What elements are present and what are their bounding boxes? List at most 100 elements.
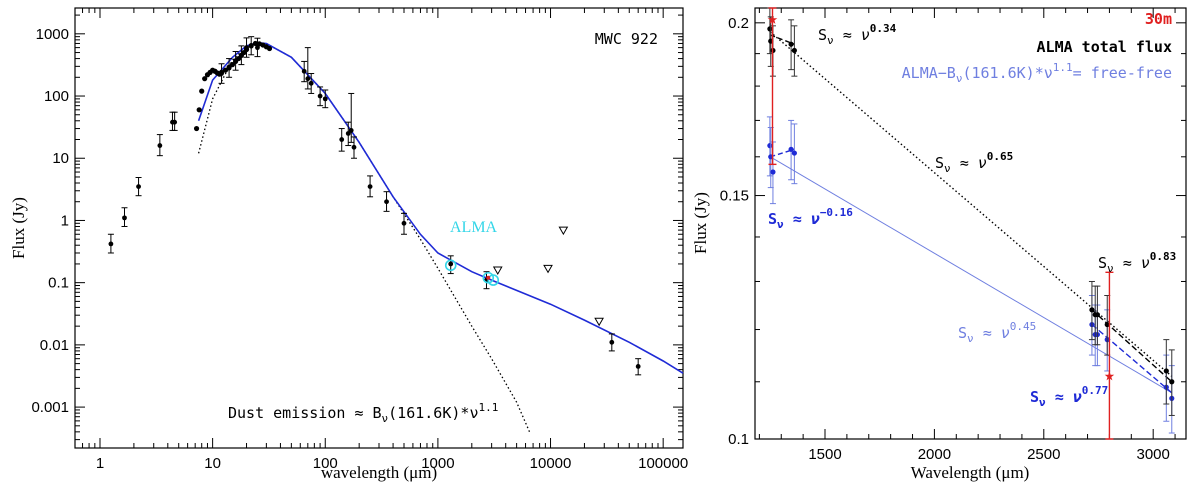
right-ticks: 1500 2000 2500 3000 0.1 0.15 0.2	[720, 8, 1186, 463]
red-30m-star	[767, 14, 778, 24]
dust-label-args: (161.6K)*	[388, 404, 469, 422]
right-y-tick-label: 0.2	[728, 15, 749, 32]
alma-point	[444, 259, 457, 272]
upper-limit-marker	[594, 317, 604, 327]
right-y-axis-title: Flux (Jy)	[691, 192, 710, 254]
total-flux-point	[1089, 307, 1095, 313]
alma-point	[487, 274, 500, 286]
photometry-point	[172, 119, 178, 125]
left-x-tick-label: 100000	[638, 455, 688, 472]
label-s-083: Sν ≈ ν0.83	[1098, 250, 1176, 275]
legend-ff-exp: 1.1	[1053, 61, 1073, 74]
left-plot-frame	[74, 7, 684, 449]
photometry-point	[136, 184, 141, 190]
total-flux-point	[1094, 312, 1100, 318]
left-y-tick-label: 0.1	[48, 275, 69, 292]
fit-freefree-short-line	[770, 148, 795, 158]
spectrum-point	[202, 76, 208, 82]
photometry-point	[301, 68, 307, 74]
dust-label-text: Dust emission ≈ B	[228, 404, 382, 422]
legend-ff-nu: ν	[956, 72, 963, 85]
freefree-point	[770, 169, 776, 175]
photometry-point	[348, 128, 354, 133]
photometry-point	[351, 144, 357, 150]
label-s-034: Sν ≈ ν0.34	[818, 22, 897, 47]
left-curves	[197, 41, 684, 433]
dust-emission-curve	[197, 42, 531, 433]
freefree-point	[791, 150, 797, 156]
photometry-point	[157, 143, 163, 148]
photometry-point	[305, 76, 311, 82]
photometry-point	[317, 93, 323, 99]
right-points	[766, 7, 1175, 440]
left-chart-title: MWC 922	[595, 30, 658, 48]
dust-label-exp: 1.1	[478, 401, 498, 414]
total-flux-point	[1169, 379, 1175, 385]
total-flux-point	[788, 41, 794, 47]
photometry-point	[226, 65, 232, 71]
photometry-point	[244, 45, 249, 51]
right-x-tick-label: 3000	[1136, 446, 1169, 463]
right-y-tick-label: 0.1	[728, 431, 749, 448]
photometry-point	[448, 261, 454, 267]
freefree-point	[788, 146, 794, 152]
right-panel: 1500 2000 2500 3000 0.1 0.15 0.2 Flux (Jy) Wav…	[691, 7, 1187, 482]
left-panel: 1 10 100 1000 10000 100000 0.001 0.01 0.1 1 10 100 1…	[9, 7, 688, 482]
left-x-tick-label: 10	[204, 455, 221, 472]
total-flux-point	[791, 47, 797, 54]
fit-total-short-line	[770, 34, 795, 45]
right-x-tick-label: 1500	[808, 446, 841, 463]
legend-ff-b: (161.6K)*	[962, 64, 1043, 82]
fit-freefree-all-line	[770, 156, 1173, 394]
label-s-m016: Sν ≈ ν−0.16	[768, 206, 853, 231]
right-x-axis-title: Wavelength (μm)	[911, 463, 1030, 482]
upper-limit-marker	[558, 226, 569, 236]
fit-total-long-line	[1091, 309, 1173, 383]
left-y-tick-label: 100	[44, 88, 69, 105]
spectrum-point	[199, 88, 205, 94]
left-y-tick-label: 10	[52, 150, 69, 167]
total-flux-point	[1104, 321, 1110, 328]
left-y-axis-title: Flux (Jy)	[9, 197, 28, 259]
photometry-point	[255, 45, 260, 51]
fit-freefree-long-line	[1091, 323, 1173, 394]
model-curve	[197, 41, 684, 374]
photometry-point	[635, 364, 641, 369]
right-x-tick-label: 2500	[1027, 446, 1060, 463]
photometry-point	[308, 80, 314, 86]
photometry-point	[401, 220, 407, 226]
photometry-point	[384, 199, 389, 205]
left-x-tick-label: 1000	[421, 455, 454, 472]
photometry-point	[238, 52, 244, 58]
left-y-tick-label: 1	[61, 212, 69, 229]
spectrum-point	[266, 45, 273, 52]
left-x-axis-title: wavelength (μm)	[321, 463, 437, 482]
fit-total-all-line	[769, 31, 1173, 377]
legend-free-free: ALMA−Bν(161.6K)*ν1.1= free-free	[902, 61, 1172, 85]
upper-limit-marker	[543, 264, 553, 274]
photometry-point	[233, 58, 239, 64]
photometry-point	[322, 96, 328, 102]
label-s-045: Sν ≈ ν0.45	[958, 320, 1036, 345]
alma-red-point	[486, 275, 491, 280]
dust-label-nu: ν	[382, 412, 389, 425]
right-curves	[769, 31, 1173, 394]
upper-limit-marker	[492, 266, 503, 275]
dust-emission-label: Dust emission ≈ Bν(161.6K)*ν1.1	[228, 401, 498, 425]
photometry-point	[367, 184, 373, 190]
left-y-tick-label: 0.01	[40, 337, 69, 354]
left-x-tick-label: 1	[96, 455, 104, 472]
total-flux-point	[767, 26, 773, 32]
spectrum-point	[196, 107, 202, 113]
legend-ff-a: ALMA−B	[902, 64, 956, 82]
freefree-point	[767, 143, 773, 149]
left-ticks: 1 10 100 1000 10000 100000 0.001 0.01 0.1 1 10 100 1…	[31, 8, 688, 472]
total-flux-point	[1163, 368, 1169, 374]
dust-label-nu2: ν	[469, 404, 478, 422]
spectrum-point	[229, 62, 236, 68]
right-plot-frame	[754, 7, 1187, 440]
photometry-point	[345, 131, 351, 136]
right-y-tick-label: 0.15	[720, 188, 749, 205]
legend-ff-c: = free-free	[1073, 64, 1172, 82]
